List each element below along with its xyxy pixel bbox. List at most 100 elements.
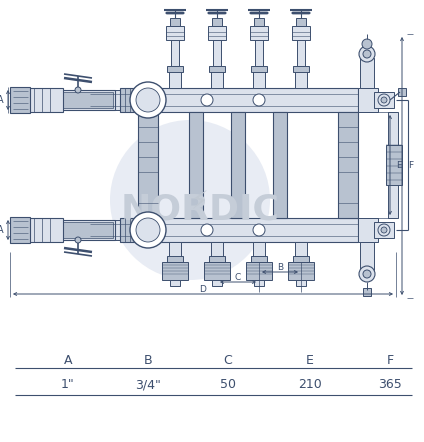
Bar [297, 40, 305, 66]
Bar [204, 262, 230, 280]
Circle shape [136, 218, 160, 242]
Bar [254, 18, 264, 26]
Text: A: A [64, 354, 72, 366]
Bar [374, 222, 394, 238]
Circle shape [381, 97, 387, 103]
Text: B: B [144, 354, 152, 366]
Bar [170, 280, 180, 286]
Circle shape [359, 266, 375, 282]
Bar [293, 256, 309, 262]
Circle shape [363, 50, 371, 58]
Bar [138, 112, 158, 218]
Bar [273, 112, 287, 218]
Bar [90, 90, 138, 110]
Bar [169, 242, 181, 258]
Bar [167, 66, 183, 72]
Circle shape [378, 94, 390, 106]
Bar [338, 112, 358, 218]
Text: E: E [396, 160, 402, 169]
Bar [60, 90, 115, 110]
Bar [10, 217, 30, 243]
Bar [296, 280, 306, 286]
Bar [28, 218, 63, 242]
Bar [10, 87, 30, 113]
Text: A: A [0, 225, 4, 235]
Bar [138, 88, 358, 112]
Text: D: D [200, 285, 206, 293]
Bar [62, 222, 113, 238]
Bar [120, 88, 135, 112]
Bar [211, 242, 223, 258]
Circle shape [359, 46, 375, 62]
Bar [189, 112, 203, 218]
Bar [296, 18, 306, 26]
Circle shape [363, 270, 371, 278]
Text: F: F [408, 161, 413, 171]
Bar [246, 262, 272, 280]
Bar [254, 280, 264, 286]
Bar [295, 242, 307, 258]
Circle shape [362, 39, 372, 49]
Text: 1": 1" [61, 378, 75, 391]
Text: C: C [235, 273, 241, 282]
Circle shape [378, 224, 390, 236]
Bar [171, 40, 179, 66]
Bar [212, 18, 222, 26]
Bar [60, 220, 115, 240]
Circle shape [136, 88, 160, 112]
Text: B: B [277, 263, 283, 271]
Text: ⚡: ⚡ [191, 190, 209, 214]
Bar [358, 88, 378, 112]
Bar [358, 218, 378, 242]
Circle shape [253, 224, 265, 236]
Bar [212, 280, 222, 286]
Text: 365: 365 [378, 378, 402, 391]
Text: F: F [386, 354, 393, 366]
Bar [374, 92, 394, 108]
Bar [166, 26, 184, 40]
Circle shape [253, 94, 265, 106]
Bar [62, 92, 113, 108]
Bar [231, 112, 245, 218]
Circle shape [130, 82, 166, 118]
Bar [170, 18, 180, 26]
Text: NORDIC: NORDIC [120, 193, 279, 227]
Bar [360, 242, 374, 270]
Bar [253, 242, 265, 258]
Bar [209, 66, 225, 72]
Bar [360, 58, 374, 88]
Circle shape [110, 120, 270, 280]
Circle shape [75, 87, 81, 93]
Bar [162, 262, 188, 280]
Bar [388, 112, 398, 218]
Bar [292, 26, 310, 40]
Bar [253, 70, 265, 88]
Bar [398, 88, 406, 96]
Text: E: E [306, 354, 314, 366]
Text: 210: 210 [298, 378, 322, 391]
Text: 50: 50 [220, 378, 236, 391]
Bar [213, 40, 221, 66]
Text: 3/4": 3/4" [135, 378, 161, 391]
Text: A: A [0, 95, 4, 105]
Circle shape [381, 227, 387, 233]
Circle shape [75, 237, 81, 243]
Circle shape [201, 94, 213, 106]
Bar [293, 66, 309, 72]
Text: C: C [223, 354, 232, 366]
Bar [255, 40, 263, 66]
Bar [138, 218, 358, 242]
Circle shape [201, 224, 213, 236]
Circle shape [130, 212, 166, 248]
Bar [250, 26, 268, 40]
Bar [28, 88, 63, 112]
Bar [295, 70, 307, 88]
Bar [167, 256, 183, 262]
Bar [211, 70, 223, 88]
Bar [386, 145, 402, 185]
Bar [90, 220, 138, 240]
Bar [288, 262, 314, 280]
Bar [120, 218, 135, 242]
Bar [208, 26, 226, 40]
Bar [251, 66, 267, 72]
